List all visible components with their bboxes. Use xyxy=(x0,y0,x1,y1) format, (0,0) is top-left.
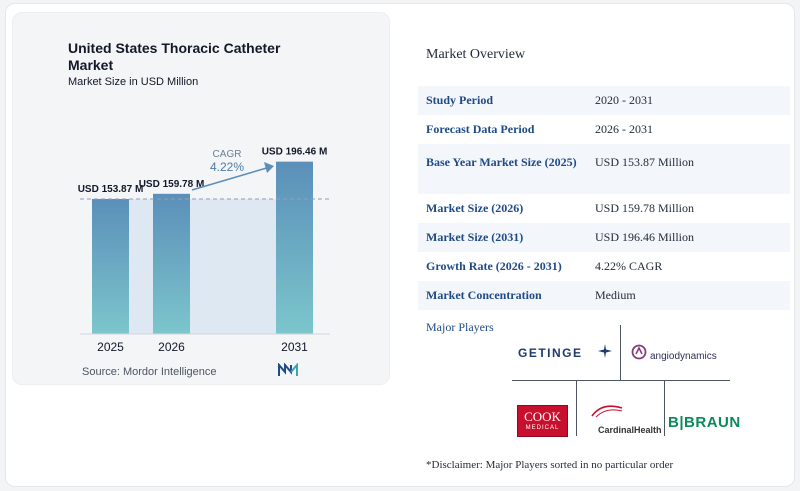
overview-value: 2026 - 2031 xyxy=(595,122,653,136)
overview-label: Market Size (2026) xyxy=(426,201,524,215)
chart-title: United States Thoracic Catheter Market xyxy=(68,40,281,73)
cook-wordmark: COOK xyxy=(524,409,561,424)
cagr-value: 4.22% xyxy=(210,160,244,174)
cook-medical-logo: COOK MEDICAL xyxy=(517,405,568,437)
market-overview-table: Study Period 2020 - 2031 Forecast Data P… xyxy=(418,86,790,310)
overview-label: Forecast Data Period xyxy=(426,122,535,136)
getinge-star-icon xyxy=(598,344,612,358)
cagr-arrowhead xyxy=(264,162,274,173)
angiodynamics-wordmark: angiodynamics xyxy=(650,351,717,362)
bbraun-wordmark: B|BRAUN xyxy=(668,414,741,431)
x-tick-label: 2031 xyxy=(281,340,308,354)
overview-row-size-2026: Market Size (2026) USD 159.78 Million xyxy=(418,194,790,223)
cardinal-health-logo: CardinalHealth xyxy=(598,420,662,438)
cagr-label: CAGR xyxy=(213,149,242,160)
overview-row-forecast-period: Forecast Data Period 2026 - 2031 xyxy=(418,115,790,144)
overview-value: USD 196.46 Million xyxy=(587,223,790,252)
getinge-logo: GETINGE xyxy=(518,344,583,362)
overview-value: Medium xyxy=(587,281,790,310)
source-note: Source: Mordor Intelligence xyxy=(82,366,217,378)
bar-2031 xyxy=(276,161,313,334)
overview-value: 4.22% CAGR xyxy=(595,259,663,273)
major-players-title: Major Players xyxy=(426,320,494,334)
overview-label: Study Period xyxy=(418,86,587,115)
players-divider xyxy=(620,325,621,381)
overview-row-concentration: Market Concentration Medium xyxy=(418,281,790,310)
bar-2025 xyxy=(92,199,129,334)
overview-value: USD 159.78 Million xyxy=(595,201,695,215)
bbraun-logo: B|BRAUN xyxy=(668,414,741,432)
bar-value-label: USD 153.87 M xyxy=(78,184,144,195)
x-tick-label: 2026 xyxy=(158,340,185,354)
overview-row-base-year: Base Year Market Size (2025) USD 153.87 … xyxy=(418,144,790,194)
overview-row-size-2031: Market Size (2031) USD 196.46 Million xyxy=(418,223,790,252)
overview-label: Growth Rate (2026 - 2031) xyxy=(426,259,562,273)
mordor-logo-icon xyxy=(278,363,298,376)
overview-label: Base Year Market Size (2025) xyxy=(418,144,587,194)
angiodynamics-logo: angiodynamics xyxy=(650,346,717,364)
overview-value: USD 153.87 Million xyxy=(587,144,790,194)
chart-subtitle: Market Size in USD Million xyxy=(68,76,199,88)
getinge-wordmark: GETINGE xyxy=(518,346,583,360)
players-divider xyxy=(512,380,730,381)
cardinal-health-swoosh-icon xyxy=(591,405,623,418)
overview-label: Market Size (2031) xyxy=(418,223,587,252)
x-tick-label: 2025 xyxy=(97,340,124,354)
players-divider xyxy=(664,380,665,436)
cardinal-health-wordmark: CardinalHealth xyxy=(598,425,662,435)
bar-2026 xyxy=(153,193,190,334)
bar-value-label: USD 196.46 M xyxy=(262,147,328,158)
overview-label: Market Concentration xyxy=(418,281,587,310)
overview-value: 2020 - 2031 xyxy=(587,86,790,115)
overview-row-study-period: Study Period 2020 - 2031 xyxy=(418,86,790,115)
growth-band xyxy=(129,199,276,334)
cook-medical-subtitle: MEDICAL xyxy=(525,425,560,431)
market-overview-title: Market Overview xyxy=(426,47,526,62)
bar-chart: USD 153.87 M 2025 USD 159.78 M 2026 USD 196.… xyxy=(78,147,330,354)
players-disclaimer: *Disclaimer: Major Players sorted in no … xyxy=(426,459,674,471)
players-divider xyxy=(576,380,577,436)
bar-value-label: USD 159.78 M xyxy=(139,179,205,190)
angiodynamics-mark-icon xyxy=(631,344,647,360)
cagr-arrow xyxy=(191,166,271,191)
overview-row-growth-rate: Growth Rate (2026 - 2031) 4.22% CAGR xyxy=(418,252,790,281)
